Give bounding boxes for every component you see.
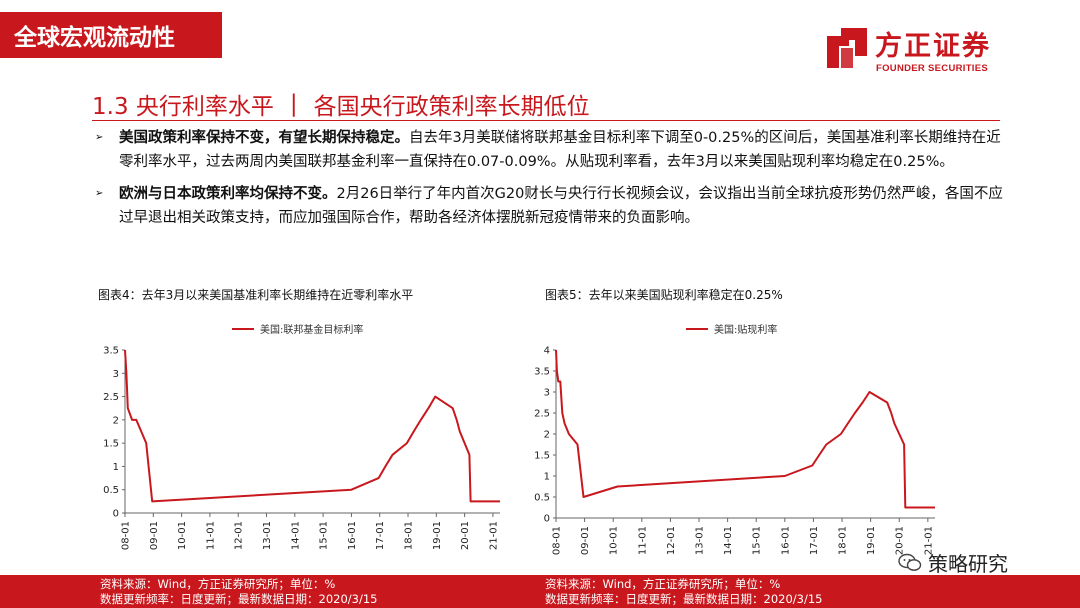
x-tick-label: 08-01 — [552, 526, 563, 555]
figure-4-title: 图表4：去年3月以来美国基准利率长期维持在近零利率水平 — [98, 288, 414, 302]
x-tick-label: 18-01 — [838, 526, 849, 555]
bullet-item: ➢ 美国政策利率保持不变，有望长期保持稳定。自去年3月美联储将联邦基金目标利率下… — [95, 126, 1010, 174]
y-tick-label: 3 — [113, 369, 119, 380]
x-tick-label: 10-01 — [609, 526, 620, 555]
y-tick-label: 3.5 — [534, 367, 550, 378]
x-tick-label: 16-01 — [347, 521, 358, 550]
x-tick-label: 19-01 — [432, 521, 443, 550]
update-line: 数据更新频率：日度更新；最新数据日期：2020/3/15 — [545, 592, 823, 606]
bullet-arrow-icon: ➢ — [95, 188, 104, 199]
x-tick-label: 19-01 — [866, 526, 877, 555]
source-line: 资料来源：Wind，方正证券研究所；单位：% — [545, 577, 781, 591]
wechat-watermark: 策略研究 — [898, 548, 1008, 577]
bullet-arrow-icon: ➢ — [95, 132, 104, 143]
y-tick-label: 1 — [544, 472, 550, 483]
logo-mark-icon — [827, 28, 867, 68]
y-tick-label: 2.5 — [103, 392, 119, 403]
bullet-list: ➢ 美国政策利率保持不变，有望长期保持稳定。自去年3月美联储将联邦基金目标利率下… — [95, 122, 1010, 230]
y-tick-label: 1.5 — [534, 451, 550, 462]
x-tick-label: 17-01 — [809, 526, 820, 555]
series-line — [555, 349, 935, 509]
watermark-text: 策略研究 — [928, 552, 1008, 576]
bullet-heading: 美国政策利率保持不变，有望长期保持稳定。 — [119, 130, 409, 146]
wechat-icon — [898, 553, 922, 571]
title-separator: | — [289, 91, 298, 117]
bullet-text: 2月26日举行了年内首次G20财长与央行行长视频会议，会议指出当前全球抗疫形势仍… — [119, 186, 1003, 226]
y-tick-label: 0.5 — [103, 485, 119, 496]
x-tick-label: 13-01 — [262, 521, 273, 550]
x-tick-label: 16-01 — [780, 526, 791, 555]
source-line: 资料来源：Wind，方正证券研究所；单位：% — [100, 577, 336, 591]
x-tick-label: 09-01 — [580, 526, 591, 555]
x-tick-label: 11-01 — [205, 521, 216, 550]
y-tick-label: 0.5 — [534, 493, 550, 504]
bullet-heading: 欧洲与日本政策利率均保持不变。 — [119, 186, 337, 202]
x-tick-label: 08-01 — [121, 521, 132, 550]
x-tick-label: 13-01 — [695, 526, 706, 555]
y-tick-label: 3 — [544, 388, 550, 399]
x-tick-label: 15-01 — [319, 521, 330, 550]
x-tick-label: 15-01 — [752, 526, 763, 555]
section-tag: 全球宏观流动性 — [0, 12, 222, 58]
x-tick-label: 17-01 — [375, 521, 386, 550]
title-underline — [92, 120, 1000, 121]
figure-5-title: 图表5：去年以来美国贴现利率稳定在0.25% — [545, 288, 783, 302]
x-tick-label: 10-01 — [177, 521, 188, 550]
y-tick-label: 0 — [544, 514, 550, 525]
bullet-text: 自去年3月美联储将联邦基金目标利率下调至0-0.25%的区间后，美国基准利率长期… — [119, 130, 1001, 170]
footer-bar — [0, 575, 1080, 608]
y-tick-label: 2 — [544, 430, 550, 441]
y-tick-label: 2.5 — [534, 409, 550, 420]
y-tick-label: 1 — [113, 462, 119, 473]
y-tick-label: 3.5 — [103, 346, 119, 357]
page-title: 1.3 央行利率水平 | 各国央行政策利率长期低位 — [92, 87, 590, 121]
x-tick-label: 20-01 — [460, 521, 471, 550]
x-tick-label: 14-01 — [290, 521, 301, 550]
x-tick-label: 09-01 — [149, 521, 160, 550]
chart-discount-rate: 美国:贴现利率 0 0.5 1 1.5 2 2.5 3 3.5 4 08-01 09-01 10-01 1… — [534, 323, 935, 555]
legend-label: 美国:联邦基金目标利率 — [260, 323, 363, 336]
x-tick-label: 11-01 — [637, 526, 648, 555]
title-number: 1.3 央行利率水平 — [92, 94, 274, 120]
y-tick-label: 4 — [544, 346, 550, 357]
y-tick-label: 1.5 — [103, 439, 119, 450]
update-line: 数据更新频率：日度更新；最新数据日期：2020/3/15 — [100, 592, 378, 606]
y-tick-label: 0 — [113, 509, 119, 520]
x-tick-label: 20-01 — [895, 526, 906, 555]
series-line — [124, 349, 500, 503]
figure-4-source: 资料来源：Wind，方正证券研究所；单位：% 数据更新频率：日度更新；最新数据日… — [100, 577, 377, 607]
x-tick-label: 18-01 — [404, 521, 415, 550]
founder-securities-logo: 方正证券 FOUNDER SECURITIES — [825, 20, 1025, 80]
chart-fed-funds-target-rate: 美国:联邦基金目标利率 0 0.5 1 1.5 2 2.5 3 3.5 08-01 09-01 10-… — [103, 323, 500, 550]
title-subtitle: 各国央行政策利率长期低位 — [313, 94, 590, 120]
y-tick-label: 2 — [113, 415, 119, 426]
bullet-item: ➢ 欧洲与日本政策利率均保持不变。2月26日举行了年内首次G20财长与央行行长视… — [95, 182, 1010, 230]
logo-text-cn: 方正证券 — [875, 31, 991, 62]
x-tick-label: 21-01 — [923, 526, 934, 555]
x-tick-label: 21-01 — [488, 521, 499, 550]
x-tick-label: 12-01 — [234, 521, 245, 550]
figure-5-source: 资料来源：Wind，方正证券研究所；单位：% 数据更新频率：日度更新；最新数据日… — [545, 577, 822, 607]
x-tick-label: 14-01 — [723, 526, 734, 555]
logo-text-en: FOUNDER SECURITIES — [876, 63, 989, 74]
x-tick-label: 12-01 — [666, 526, 677, 555]
legend-label: 美国:贴现利率 — [714, 323, 777, 336]
